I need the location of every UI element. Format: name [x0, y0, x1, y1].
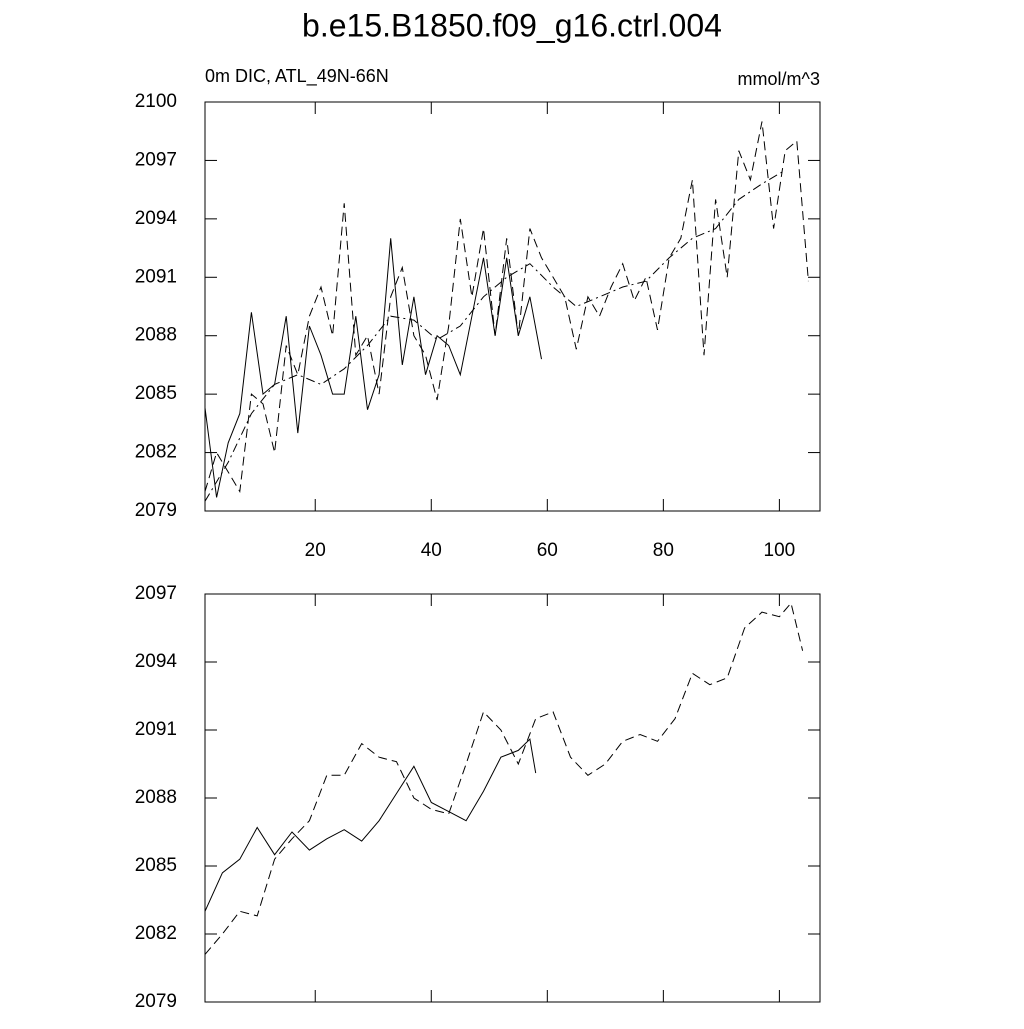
y-tick-label: 2091 — [135, 719, 177, 740]
y-tick-label: 2079 — [135, 991, 177, 1012]
y-tick-label: 2097 — [135, 583, 177, 604]
y-tick-label: 2082 — [135, 442, 177, 463]
x-tick-label: 40 — [421, 540, 442, 561]
series-line — [204, 238, 542, 498]
subtitle-right: mmol/m^3 — [738, 69, 820, 89]
y-tick-label: 2091 — [135, 266, 177, 287]
y-tick-label: 2088 — [135, 325, 177, 346]
series-line — [204, 169, 786, 502]
x-tick-label: 60 — [537, 540, 558, 561]
y-tick-label: 2082 — [135, 923, 177, 944]
plot-frame — [204, 101, 821, 512]
y-tick-label: 2085 — [135, 855, 177, 876]
subtitle-left: 0m DIC, ATL_49N-66N — [205, 66, 389, 87]
y-tick-label: 2094 — [135, 651, 178, 672]
y-tick-label: 2079 — [135, 500, 177, 521]
x-tick-label: 20 — [305, 540, 326, 561]
x-tick-label: 80 — [653, 540, 674, 561]
y-tick-label: 2094 — [135, 208, 178, 229]
series-line — [204, 602, 804, 955]
y-tick-label: 2097 — [135, 149, 177, 170]
series-line — [204, 121, 809, 494]
y-tick-label: 2088 — [135, 787, 177, 808]
page-title: b.e15.B1850.f09_g16.ctrl.004 — [302, 7, 722, 43]
plot-frame — [204, 593, 821, 1003]
x-tick-label: 100 — [764, 540, 796, 561]
y-tick-label: 2100 — [135, 91, 177, 112]
series-line — [204, 738, 537, 912]
y-tick-label: 2085 — [135, 383, 177, 404]
